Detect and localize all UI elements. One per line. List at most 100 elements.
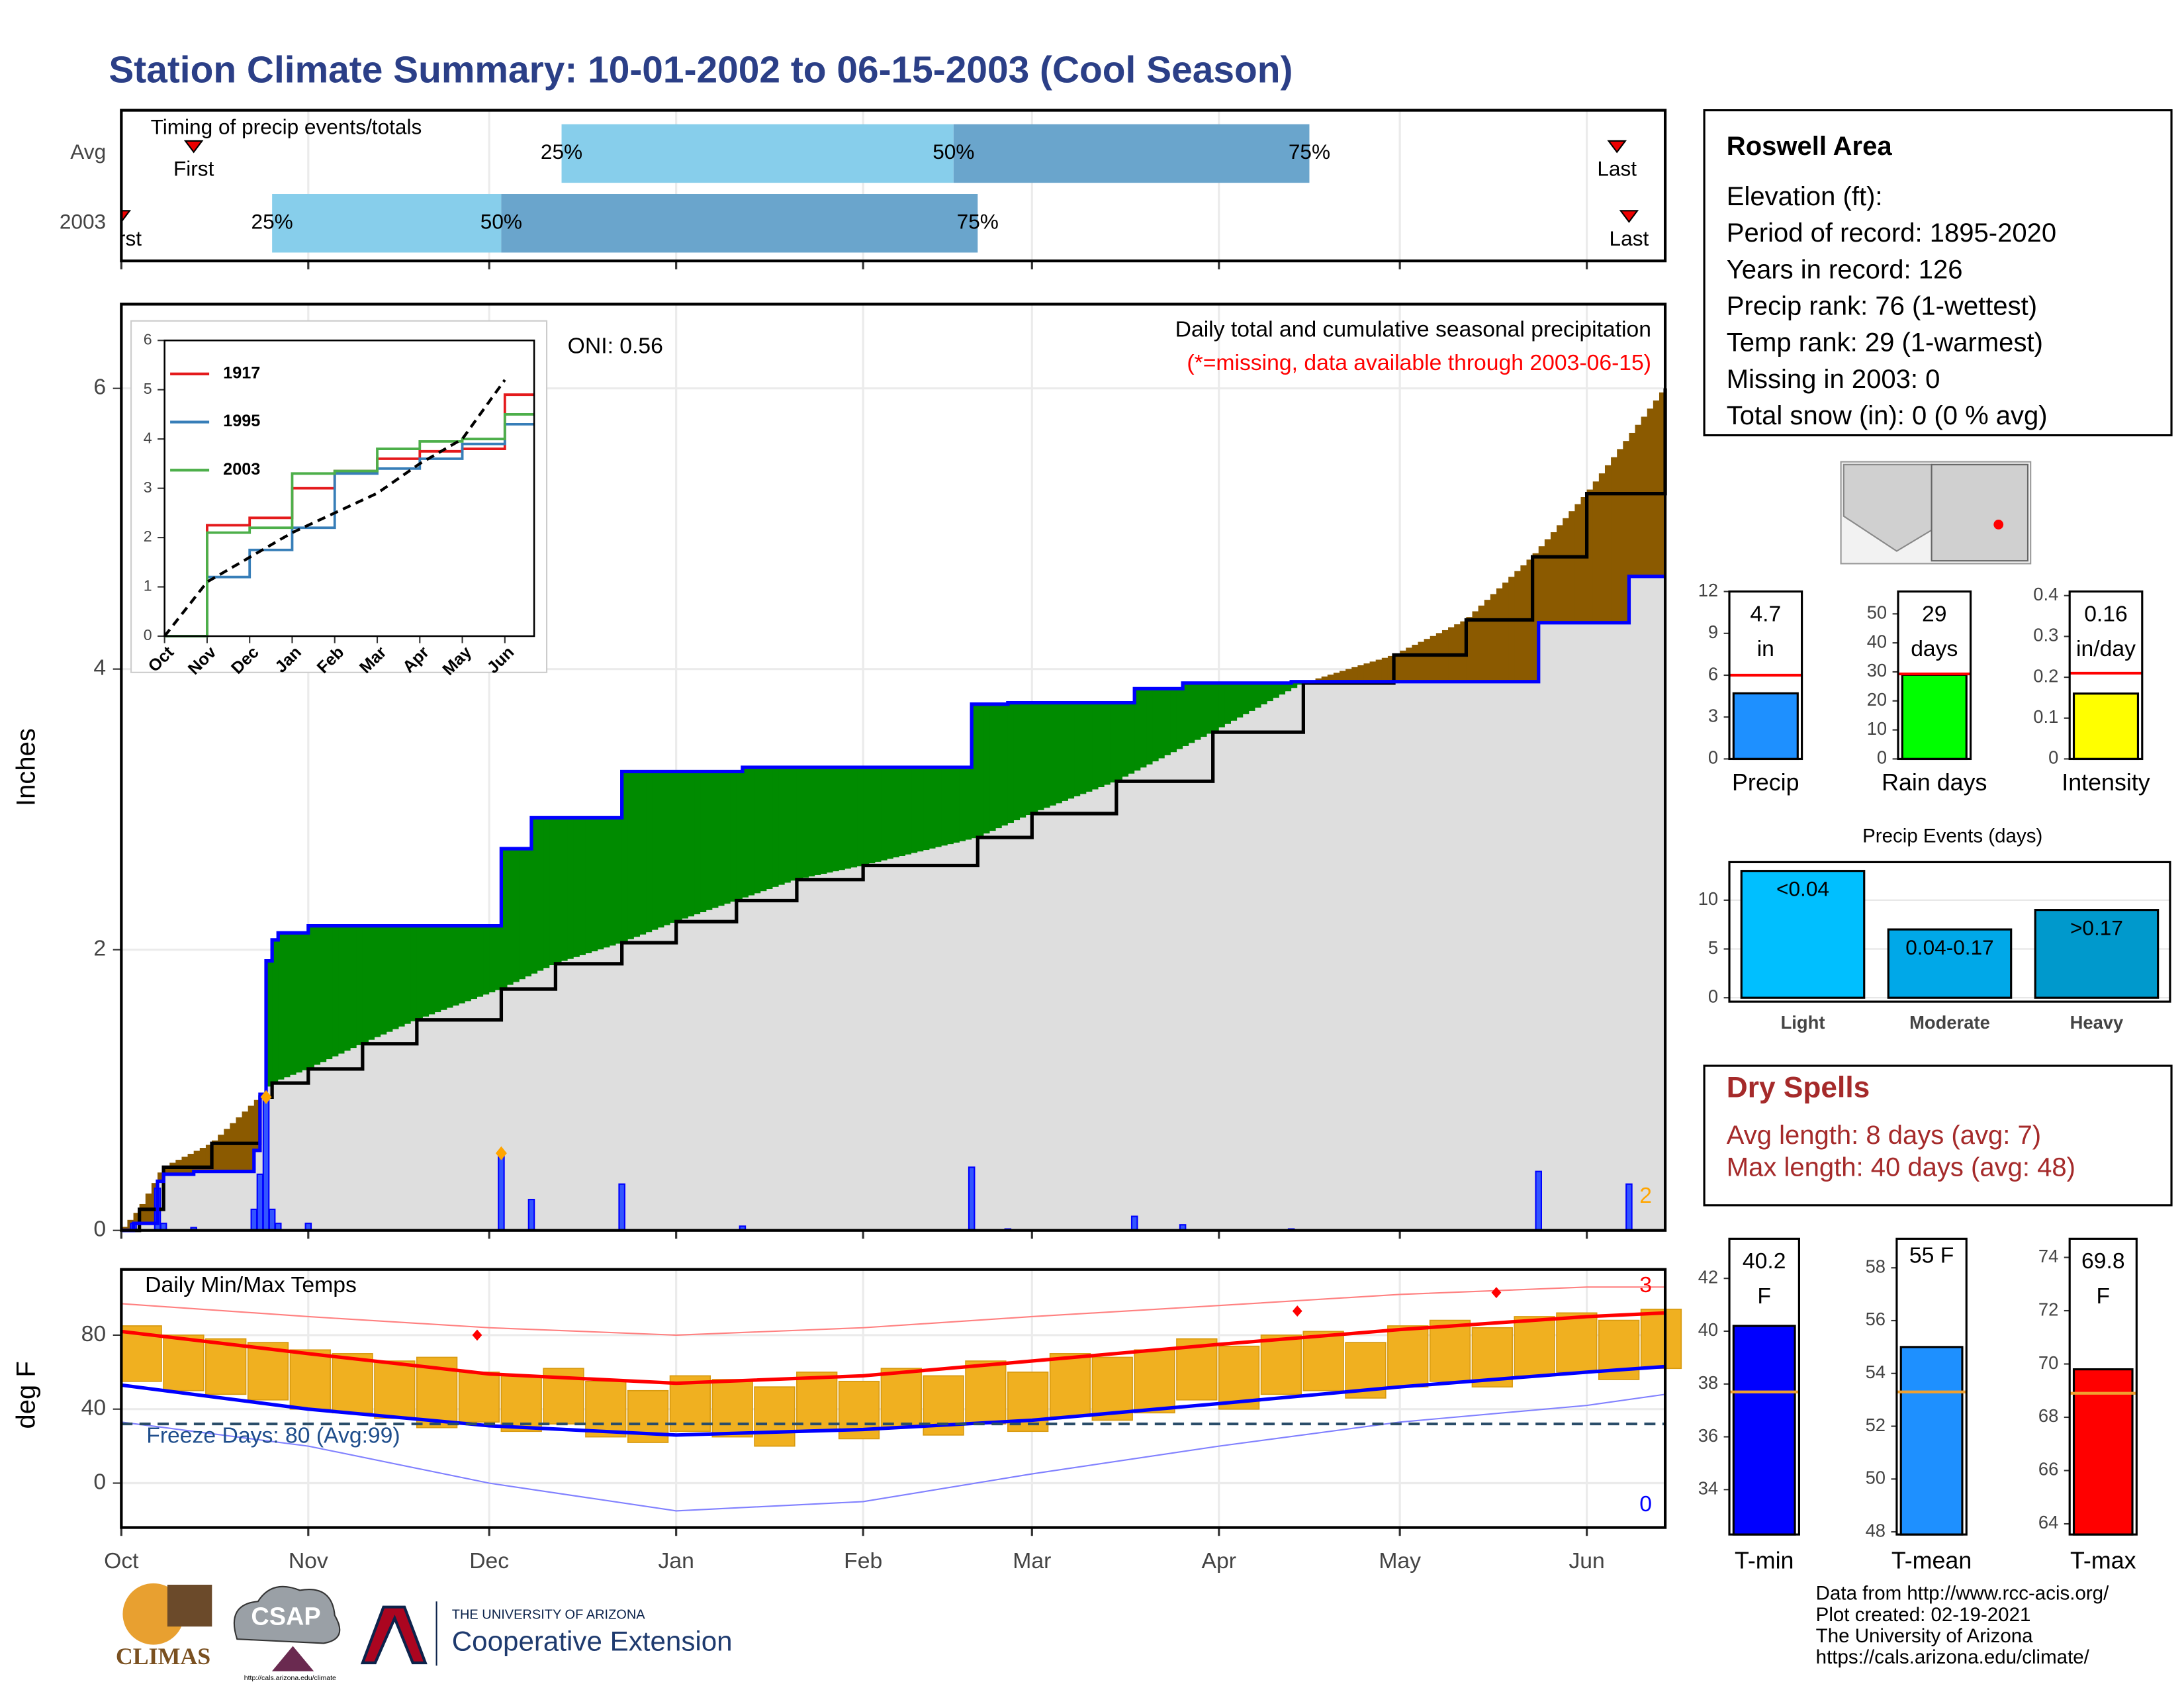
panel-border xyxy=(1895,1237,1968,1536)
base-area xyxy=(1659,576,1666,1231)
base-area xyxy=(760,891,768,1231)
difference-area xyxy=(1056,702,1063,804)
base-area xyxy=(549,965,557,1231)
difference-area xyxy=(1478,605,1485,682)
info-line: Precip rank: 76 (1-wettest) xyxy=(1727,292,2037,321)
panel-label: T-min xyxy=(1735,1548,1794,1574)
difference-area xyxy=(326,925,334,1060)
daily-bar xyxy=(1625,1183,1633,1231)
base-area xyxy=(941,845,948,1231)
base-area xyxy=(477,996,484,1231)
difference-area xyxy=(887,767,894,859)
base-area xyxy=(356,1045,363,1231)
difference-area xyxy=(1195,682,1202,740)
base-area xyxy=(1128,773,1136,1231)
footer-line: Data from http://www.rcc-acis.org/ xyxy=(1816,1583,2109,1605)
difference-area xyxy=(1267,682,1274,702)
difference-area xyxy=(278,933,285,1080)
temp-range-bar xyxy=(374,1360,416,1419)
base-area xyxy=(1472,681,1479,1231)
base-area xyxy=(869,863,876,1231)
difference-area xyxy=(453,925,460,1006)
base-area xyxy=(392,1029,400,1231)
difference-area xyxy=(1430,635,1437,682)
difference-area xyxy=(1424,639,1431,682)
base-area xyxy=(676,920,683,1231)
difference-area xyxy=(1007,702,1015,823)
difference-area xyxy=(1273,682,1280,698)
difference-area xyxy=(821,767,828,874)
difference-area xyxy=(1128,702,1136,774)
base-area xyxy=(972,838,979,1231)
y-tick-label: 5 xyxy=(144,380,152,397)
difference-area xyxy=(308,925,315,1068)
base-area xyxy=(416,1019,424,1231)
difference-area xyxy=(1170,688,1177,753)
base-area xyxy=(1291,688,1298,1231)
difference-area xyxy=(760,767,768,892)
base-area xyxy=(375,1037,382,1231)
base-area xyxy=(1224,724,1232,1231)
daily-bar xyxy=(256,1173,264,1231)
temp-range-bar xyxy=(1218,1345,1260,1410)
base-area xyxy=(495,990,502,1231)
base-area xyxy=(772,886,780,1231)
difference-area xyxy=(875,767,882,862)
base-area xyxy=(827,872,834,1231)
temp-range-bar xyxy=(965,1360,1007,1425)
quartile-bar xyxy=(501,194,978,253)
freeze-label: Freeze Days: 80 (Avg:99) xyxy=(146,1423,400,1448)
base-area xyxy=(1629,576,1636,1231)
difference-area xyxy=(754,767,762,894)
difference-area xyxy=(1508,577,1516,682)
base-area xyxy=(1140,767,1148,1231)
base-area xyxy=(471,999,478,1231)
base-area xyxy=(1460,681,1467,1231)
difference-area xyxy=(212,1140,218,1172)
base-area xyxy=(1641,576,1648,1231)
base-area xyxy=(839,870,846,1231)
bin-label: >0.17 xyxy=(2070,915,2123,939)
y-tick-label: 72 xyxy=(2038,1299,2058,1319)
difference-area xyxy=(381,925,388,1035)
daily-bar xyxy=(268,1208,276,1231)
event-marker xyxy=(183,140,204,154)
difference-area xyxy=(1454,624,1461,682)
difference-area xyxy=(778,767,786,885)
base-area xyxy=(1369,681,1377,1231)
base-area xyxy=(284,1077,291,1231)
base-area xyxy=(1345,681,1353,1231)
quantile-label: 75% xyxy=(1289,140,1330,164)
base-area xyxy=(1026,815,1033,1231)
base-area xyxy=(242,1171,249,1231)
x-tick-label: Dec xyxy=(469,1548,509,1573)
y-tick-label: 50 xyxy=(1867,602,1887,623)
daily-bar xyxy=(527,1199,535,1231)
difference-area xyxy=(1629,432,1636,577)
difference-area xyxy=(664,771,671,925)
temp-range-bar xyxy=(1514,1316,1555,1377)
base-area xyxy=(205,1171,212,1231)
base-area xyxy=(579,955,586,1231)
logo-text: THE UNIVERSITY OF ARIZONA xyxy=(452,1608,646,1622)
difference-area xyxy=(844,767,852,869)
difference-area xyxy=(1472,611,1479,682)
base-area xyxy=(1062,800,1069,1231)
difference-area xyxy=(905,767,912,855)
summary-bar xyxy=(1899,1346,1964,1536)
difference-area xyxy=(1038,702,1045,810)
difference-area xyxy=(646,771,653,933)
summary-bar xyxy=(2072,1368,2134,1536)
y-tick-label: 0 xyxy=(93,1469,106,1494)
base-area xyxy=(1297,684,1304,1231)
base-area xyxy=(983,833,991,1231)
base-area xyxy=(1653,576,1660,1231)
base-area xyxy=(435,1012,442,1231)
base-area xyxy=(917,851,925,1231)
difference-area xyxy=(1032,702,1039,813)
base-area xyxy=(163,1174,171,1231)
difference-area xyxy=(1387,655,1394,682)
difference-area xyxy=(422,925,430,1017)
bar xyxy=(1887,928,2013,999)
base-area xyxy=(1351,681,1359,1231)
